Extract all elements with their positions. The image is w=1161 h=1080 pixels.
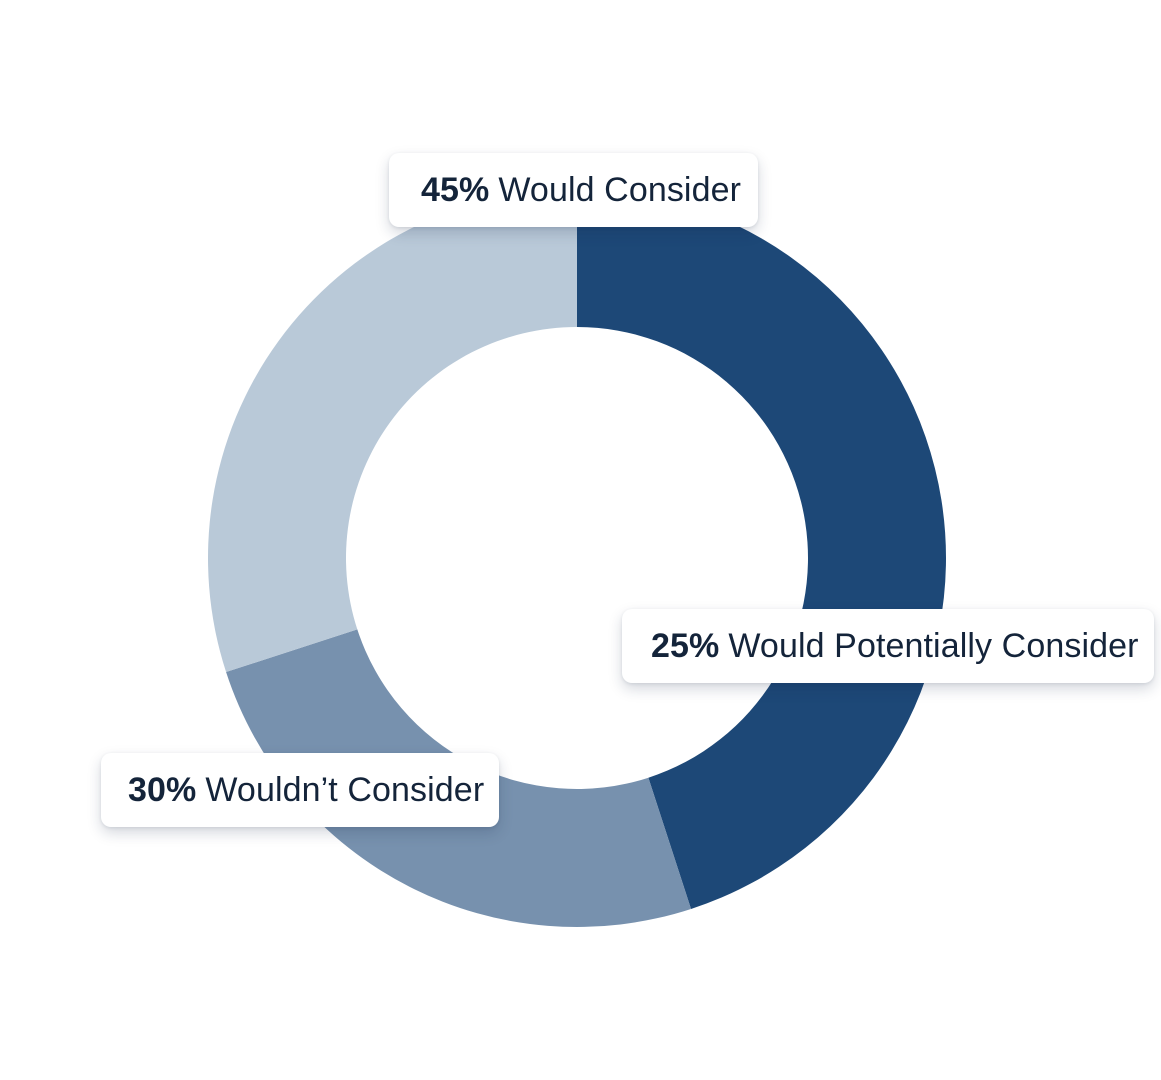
slice-percent-label: 45%: [421, 170, 490, 209]
donut-slice-would-consider: [577, 189, 947, 909]
slice-label-would-potentially-consider: 25% Would Potentially Consider: [622, 609, 1154, 683]
slice-category-label: Would Consider: [498, 170, 742, 209]
slice-percent-label: 30%: [128, 770, 197, 809]
slice-category-label: Would Potentially Consider: [728, 626, 1139, 665]
slice-percent-label: 25%: [651, 626, 720, 665]
slice-label-would-consider: 45% Would Consider: [389, 153, 758, 227]
donut-slice-wouldnt-consider: [207, 189, 577, 673]
slice-category-label: Wouldn’t Consider: [205, 770, 485, 809]
slice-label-wouldnt-consider: 30% Wouldn’t Consider: [101, 753, 499, 827]
